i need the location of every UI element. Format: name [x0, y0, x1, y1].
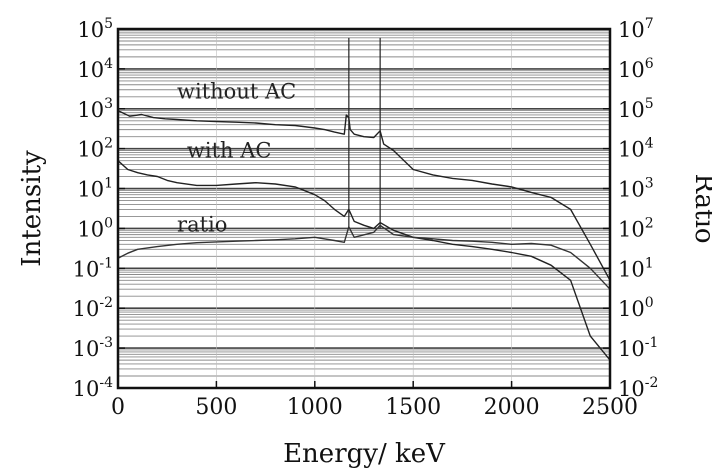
y-tick-label-exponent: -4 [99, 375, 113, 391]
y-tick-label: 10-1 [73, 255, 113, 281]
y-tick-label: 103 [77, 96, 113, 122]
y2-tick-label-base: 10 [618, 138, 645, 162]
annotations: without AC with AC ratio [177, 80, 296, 237]
y-tick-label-exponent: 2 [104, 136, 113, 152]
y-tick-label-base: 10 [77, 138, 104, 162]
x-tick-label: 500 [195, 395, 237, 420]
y2-tick-label-exponent: 1 [645, 255, 654, 271]
y2-tick-label-exponent: 7 [645, 16, 654, 32]
series-line-without-ac [117, 109, 611, 281]
y-tick-label-exponent: 0 [104, 215, 113, 231]
y2-tick-label-exponent: -1 [645, 335, 659, 351]
y-tick-label-base: 10 [77, 18, 104, 42]
y2-tick-label: 102 [618, 215, 654, 241]
y-tick-label: 10-2 [73, 295, 113, 321]
y-tick-label-exponent: -2 [99, 295, 113, 311]
grid-lines [117, 29, 611, 389]
x-tick-label: 2000 [484, 395, 540, 420]
y-tick-label-base: 10 [73, 377, 100, 401]
y2-tick-label-base: 10 [618, 18, 645, 42]
y2-tick-label: 100 [618, 295, 654, 321]
series-lines [117, 109, 611, 361]
y2-tick-label: 10-2 [618, 375, 658, 401]
y2-tick-label: 104 [618, 136, 654, 162]
y2-tick-label-exponent: -2 [645, 375, 659, 391]
y-tick-label-base: 10 [77, 58, 104, 82]
y-tick-label-exponent: 1 [104, 176, 113, 192]
y2-axis-title: Ratio [689, 173, 712, 243]
y-tick-label-base: 10 [77, 98, 104, 122]
y-tick-label-base: 10 [73, 297, 100, 321]
series-line-ratio [117, 224, 611, 290]
y-tick-label-exponent: -3 [99, 335, 113, 351]
y2-tick-label-base: 10 [618, 178, 645, 202]
y2-tick-label-exponent: 2 [645, 215, 654, 231]
x-axis-title: Energy/ keV [283, 439, 446, 469]
y2-tick-label-exponent: 4 [645, 136, 654, 152]
x-tick-label: 2500 [582, 395, 638, 420]
y-tick-label: 100 [77, 215, 113, 241]
y2-tick-label: 107 [618, 16, 654, 42]
y2-tick-label: 105 [618, 96, 654, 122]
y-tick-label: 105 [77, 16, 113, 42]
y-axis-title: Intensity [17, 150, 47, 267]
y2-tick-label-base: 10 [618, 58, 645, 82]
y2-tick-label: 10-1 [618, 335, 658, 361]
y2-tick-label-base: 10 [618, 377, 645, 401]
x-tick-label: 1000 [287, 395, 343, 420]
y-tick-label-base: 10 [73, 337, 100, 361]
y-tick-label: 10-4 [73, 375, 113, 401]
y2-tick-label-base: 10 [618, 337, 645, 361]
y2-tick-label-base: 10 [618, 217, 645, 241]
series-annotation: ratio [177, 212, 227, 236]
plot-frame [116, 27, 612, 390]
y2-tick-label-exponent: 3 [645, 176, 654, 192]
series-line-with-ac [117, 160, 611, 361]
y-tick-label: 104 [77, 56, 113, 82]
y2-tick-label-exponent: 5 [645, 96, 654, 112]
y-tick-label: 101 [77, 176, 113, 202]
y2-tick-label-base: 10 [618, 297, 645, 321]
x-tick-label: 0 [111, 395, 125, 420]
axis-ticks: 0 500 1000 1500 2000 250010510410310210110010… [73, 16, 659, 420]
y2-tick-label-exponent: 6 [645, 56, 654, 72]
y2-tick-label: 106 [618, 56, 654, 82]
y-tick-label: 102 [77, 136, 113, 162]
y-tick-label: 10-3 [73, 335, 113, 361]
y2-tick-label-base: 10 [618, 257, 645, 281]
y2-tick-label-base: 10 [618, 98, 645, 122]
y-tick-label-exponent: 4 [104, 56, 113, 72]
y-tick-label-base: 10 [73, 257, 100, 281]
series-annotation: without AC [177, 80, 296, 104]
y2-tick-label: 101 [618, 255, 654, 281]
x-tick-label: 1500 [385, 395, 441, 420]
y-tick-label-exponent: 5 [104, 16, 113, 32]
y-tick-label-exponent: 3 [104, 96, 113, 112]
series-annotation: with AC [187, 139, 272, 163]
y-tick-label-base: 10 [77, 178, 104, 202]
y2-tick-label-exponent: 0 [645, 295, 654, 311]
y2-tick-label: 103 [618, 176, 654, 202]
y-tick-label-base: 10 [77, 217, 104, 241]
y-tick-label-exponent: -1 [99, 255, 113, 271]
